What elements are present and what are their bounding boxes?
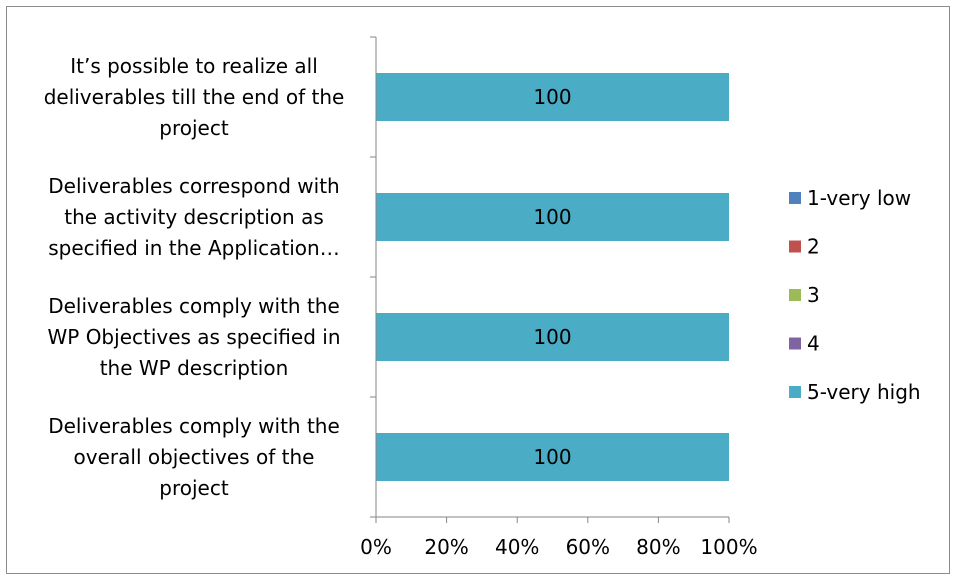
legend-label-1: 1-very low: [807, 186, 911, 210]
category-label-line: Deliverables comply with the: [48, 294, 340, 318]
category-label-line: project: [159, 116, 229, 140]
chart-svg: 100 It’s possible to realize all deliverab…: [7, 7, 951, 575]
legend-label-3: 3: [807, 283, 820, 307]
legend-swatch-5: [789, 386, 801, 398]
legend-swatch-4: [789, 338, 801, 350]
category-label-line: specified in the Application…: [48, 236, 339, 260]
legend-swatch-1: [789, 192, 801, 204]
x-tick-label: 20%: [424, 535, 468, 559]
category-label-line: deliverables till the end of the: [44, 85, 345, 109]
legend-label-4: 4: [807, 332, 820, 356]
data-label-3: 100: [533, 325, 571, 349]
x-tick-label: 0%: [360, 535, 392, 559]
category-label-line: WP Objectives as specified in: [48, 325, 341, 349]
x-tick-label: 60%: [566, 535, 610, 559]
category-label-line: Deliverables comply with the: [48, 414, 340, 438]
data-label-2: 100: [533, 205, 571, 229]
category-label-line: overall objectives of the: [74, 445, 315, 469]
category-label-2: Deliverables correspond with the activity…: [48, 174, 339, 260]
category-label-line: the activity description as: [64, 205, 324, 229]
category-label-line: project: [159, 476, 229, 500]
category-label-3: Deliverables comply with the WP Objective…: [48, 294, 341, 380]
legend-label-5: 5-very high: [807, 380, 921, 404]
chart-frame: 100 It’s possible to realize all deliverab…: [6, 6, 950, 574]
legend-label-2: 2: [807, 235, 820, 259]
category-label-4: Deliverables comply with the overall obje…: [48, 414, 340, 500]
data-label-4: 100: [533, 445, 571, 469]
x-tick-label: 80%: [636, 535, 680, 559]
data-label-1: 100: [533, 85, 571, 109]
x-tick-label: 100%: [700, 535, 757, 559]
legend-swatch-2: [789, 241, 801, 253]
category-label-line: Deliverables correspond with: [48, 174, 339, 198]
category-label-1: It’s possible to realize all deliverables…: [44, 54, 345, 140]
category-label-line: the WP description: [100, 356, 289, 380]
x-tick-label: 40%: [495, 535, 539, 559]
category-label-line: It’s possible to realize all: [70, 54, 318, 78]
legend-swatch-3: [789, 289, 801, 301]
